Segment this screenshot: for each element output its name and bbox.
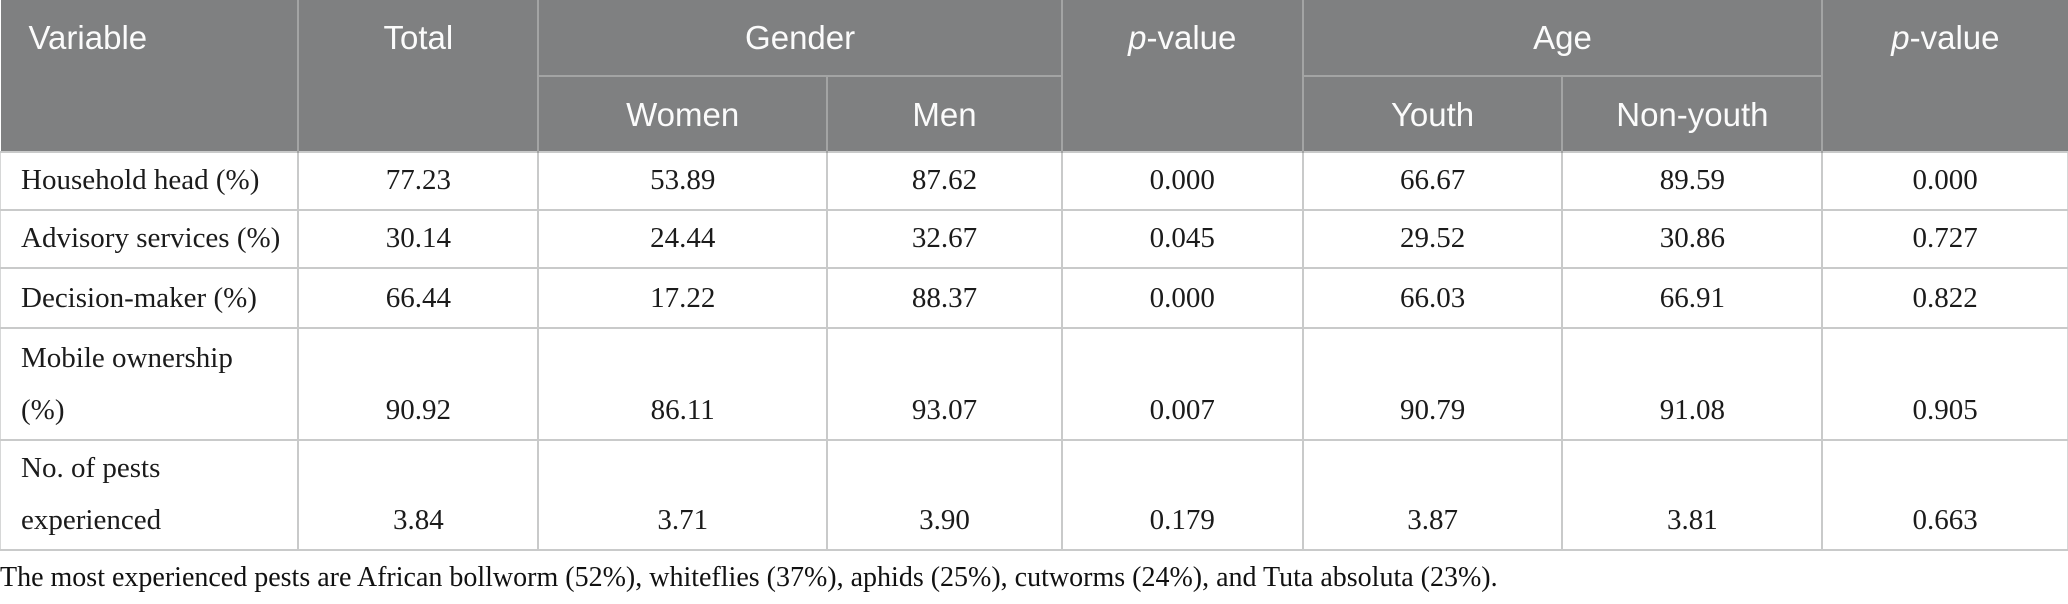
cell-women: 3.71 — [537, 439, 829, 551]
cell-p-gender: 0.000 — [1060, 267, 1304, 329]
cell-men: 3.90 — [826, 439, 1063, 551]
cell-p-age: 0.727 — [1821, 209, 2068, 269]
p-value-italic-p: p — [1128, 19, 1147, 56]
cell-p-age: 0.822 — [1821, 267, 2068, 329]
cell-p-age: 0.905 — [1821, 327, 2068, 441]
cell-women: 53.89 — [537, 151, 829, 211]
cell-total: 3.84 — [297, 439, 540, 551]
cell-total: 90.92 — [297, 327, 540, 441]
cell-youth: 3.87 — [1301, 439, 1564, 551]
summary-statistics-table: Variable Total Gender p-value Age p-valu… — [0, 0, 2068, 551]
cell-non-youth: 30.86 — [1561, 209, 1824, 269]
cell-non-youth: 66.91 — [1561, 267, 1824, 329]
p-value-italic-p: p — [1891, 19, 1910, 56]
cell-p-gender: 0.045 — [1060, 209, 1304, 269]
cell-label: Mobile ownership (%) — [0, 327, 300, 441]
cell-p-gender: 0.007 — [1060, 327, 1304, 441]
table-header: Variable Total Gender p-value Age p-valu… — [0, 0, 2068, 152]
cell-youth: 29.52 — [1301, 209, 1564, 269]
table-row: Mobile ownership (%) 90.92 86.11 93.07 0.… — [0, 327, 2068, 441]
cell-total: 77.23 — [297, 151, 540, 211]
cell-men: 93.07 — [826, 327, 1063, 441]
cell-label: Household head (%) — [0, 151, 300, 211]
cell-total: 30.14 — [297, 209, 540, 269]
cell-women: 24.44 — [537, 209, 829, 269]
column-header-women: Women — [537, 76, 829, 152]
column-group-gender: Gender — [537, 0, 1063, 77]
cell-p-age: 0.663 — [1821, 439, 2068, 551]
table-row: No. of pests experienced 3.84 3.71 3.90 0… — [0, 439, 2068, 551]
cell-men: 32.67 — [826, 209, 1063, 269]
cell-non-youth: 91.08 — [1561, 327, 1824, 441]
column-header-total: Total — [297, 0, 540, 152]
cell-women: 17.22 — [537, 267, 829, 329]
cell-total: 66.44 — [297, 267, 540, 329]
cell-non-youth: 3.81 — [1561, 439, 1824, 551]
cell-youth: 66.67 — [1301, 151, 1564, 211]
header-row-groups: Variable Total Gender p-value Age p-valu… — [0, 0, 2068, 152]
column-header-p-value-age: p-value — [1821, 0, 2068, 152]
cell-women: 86.11 — [537, 327, 829, 441]
column-header-non-youth: Non-youth — [1561, 76, 1824, 152]
cell-youth: 90.79 — [1301, 327, 1564, 441]
column-header-p-value-gender: p-value — [1060, 0, 1304, 152]
table-footnote: The most experienced pests are African b… — [0, 562, 1498, 593]
cell-youth: 66.03 — [1301, 267, 1564, 329]
p-value-suffix: -value — [1146, 19, 1237, 56]
table-row: Advisory services (%) 30.14 24.44 32.67 … — [0, 209, 2068, 269]
cell-p-age: 0.000 — [1821, 151, 2068, 211]
cell-p-gender: 0.179 — [1060, 439, 1304, 551]
table-row: Decision-maker (%) 66.44 17.22 88.37 0.0… — [0, 267, 2068, 329]
column-header-variable: Variable — [0, 0, 300, 152]
cell-non-youth: 89.59 — [1561, 151, 1824, 211]
column-header-men: Men — [826, 76, 1063, 152]
table-row: Household head (%) 77.23 53.89 87.62 0.0… — [0, 151, 2068, 211]
cell-label: No. of pests experienced — [0, 439, 300, 551]
column-group-age: Age — [1301, 0, 1824, 77]
cell-label: Advisory services (%) — [0, 209, 300, 269]
cell-label: Decision-maker (%) — [0, 267, 300, 329]
table-body: Household head (%) 77.23 53.89 87.62 0.0… — [0, 151, 2068, 551]
column-header-youth: Youth — [1301, 76, 1564, 152]
p-value-suffix: -value — [1909, 19, 2000, 56]
cell-p-gender: 0.000 — [1060, 151, 1304, 211]
cell-men: 87.62 — [826, 151, 1063, 211]
cell-men: 88.37 — [826, 267, 1063, 329]
header-row-subgroups: Women Men Youth Non-youth — [1, 76, 2068, 152]
